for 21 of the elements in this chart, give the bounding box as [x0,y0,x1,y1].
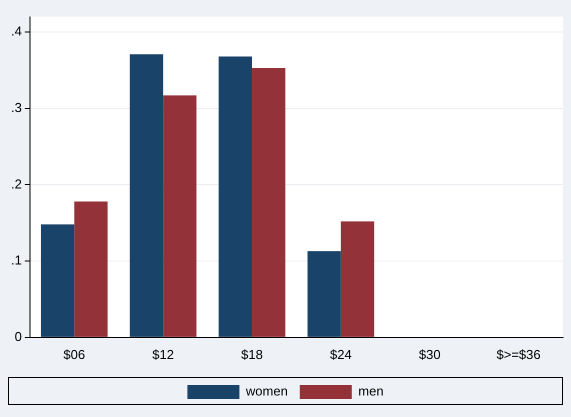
y-tick-label: .2 [11,176,22,192]
bar [252,68,286,337]
x-tick-label: $30 [418,346,441,362]
legend-label: men [358,384,384,399]
y-tick-label: .1 [11,252,22,268]
x-tick-label: $18 [241,346,263,362]
bar [40,224,74,337]
y-tick-label: .3 [11,100,22,115]
x-tick-label: $06 [63,346,86,362]
y-tick-label: .4 [11,24,22,39]
bar [74,202,108,337]
x-tick-label: $12 [152,346,174,362]
bar [340,221,374,337]
legend-label: women [244,384,288,399]
y-tick-label: 0 [14,328,22,344]
bar [163,95,196,337]
bar [308,251,341,337]
bar [218,56,252,337]
x-tick-label: $24 [330,346,352,362]
x-tick-label: $>=$36 [496,346,541,362]
bar [130,54,164,337]
